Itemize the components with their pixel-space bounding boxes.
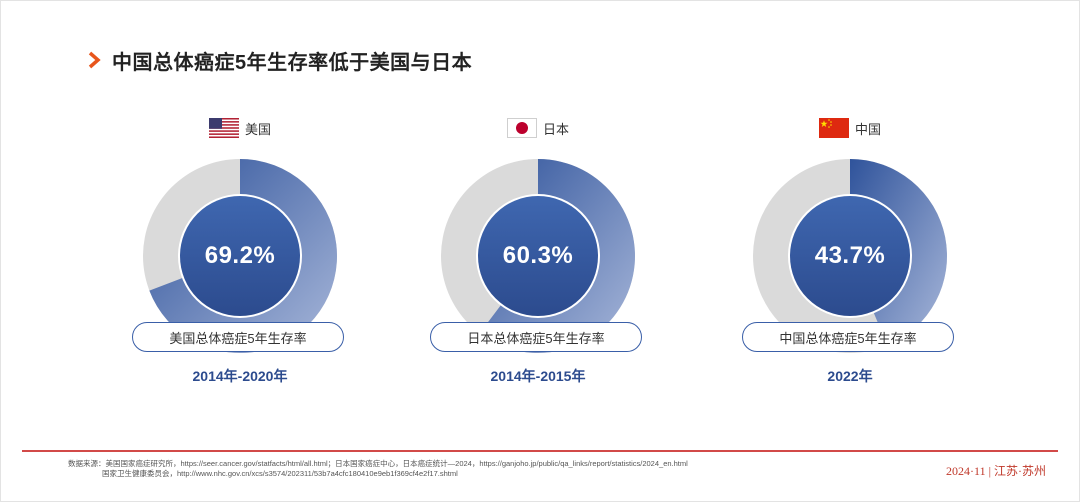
china-flag-icon <box>818 118 849 138</box>
metric-label-pill: 日本总体癌症5年生存率 <box>430 322 642 352</box>
percentage-label: 60.3% <box>502 242 574 269</box>
period-label: 2022年 <box>827 368 873 384</box>
percentage-label: 43.7% <box>814 242 886 269</box>
chart-panel-japan: 日本 60.3% 日本总体癌症5年生存率 2014年-2015年 <box>408 110 668 390</box>
date-location: 2024·11 | 江苏·苏州 <box>946 464 1046 478</box>
metric-label-pill: 美国总体癌症5年生存率 <box>132 322 344 352</box>
country-header: 日本 <box>408 118 668 138</box>
source-line-1: 数据来源：美国国家癌症研究所，https://seer.cancer.gov/s… <box>68 459 688 468</box>
footer-divider <box>22 450 1058 452</box>
period-label: 2014年-2015年 <box>490 368 586 384</box>
ring-center <box>180 196 300 316</box>
chevron-right-icon <box>88 51 101 69</box>
metric-label-pill: 中国总体癌症5年生存率 <box>742 322 954 352</box>
data-source-note: 数据来源：美国国家癌症研究所，https://seer.cancer.gov/s… <box>68 459 688 479</box>
chart-panel-china: 中国 43.7% 中国总体癌症5年生存率 2022年 <box>720 110 980 390</box>
country-header: 美国 <box>110 118 370 138</box>
donut-chart <box>753 159 948 353</box>
ring-center <box>478 196 598 316</box>
page-title: 中国总体癌症5年生存率低于美国与日本 <box>112 51 473 74</box>
period-label: 2014年-2020年 <box>192 368 288 384</box>
country-name: 美国 <box>244 121 271 137</box>
percentage-label: 69.2% <box>204 242 276 269</box>
country-name: 日本 <box>542 121 569 137</box>
title-row: 中国总体癌症5年生存率低于美国与日本 <box>84 46 472 74</box>
country-header: 中国 <box>720 118 980 138</box>
source-line-2: 国家卫生健康委员会，http://www.nhc.gov.cn/xcs/s357… <box>102 469 458 478</box>
country-name: 中国 <box>854 121 881 137</box>
donut-chart <box>441 159 635 353</box>
donut-chart <box>143 159 338 353</box>
chart-panel-usa: 美国 69.2% 美国总体癌症5年生存率 2014年-2020年 <box>110 110 370 390</box>
japan-flag-icon <box>506 118 537 138</box>
ring-center <box>790 196 910 316</box>
us-flag-icon <box>208 118 239 138</box>
